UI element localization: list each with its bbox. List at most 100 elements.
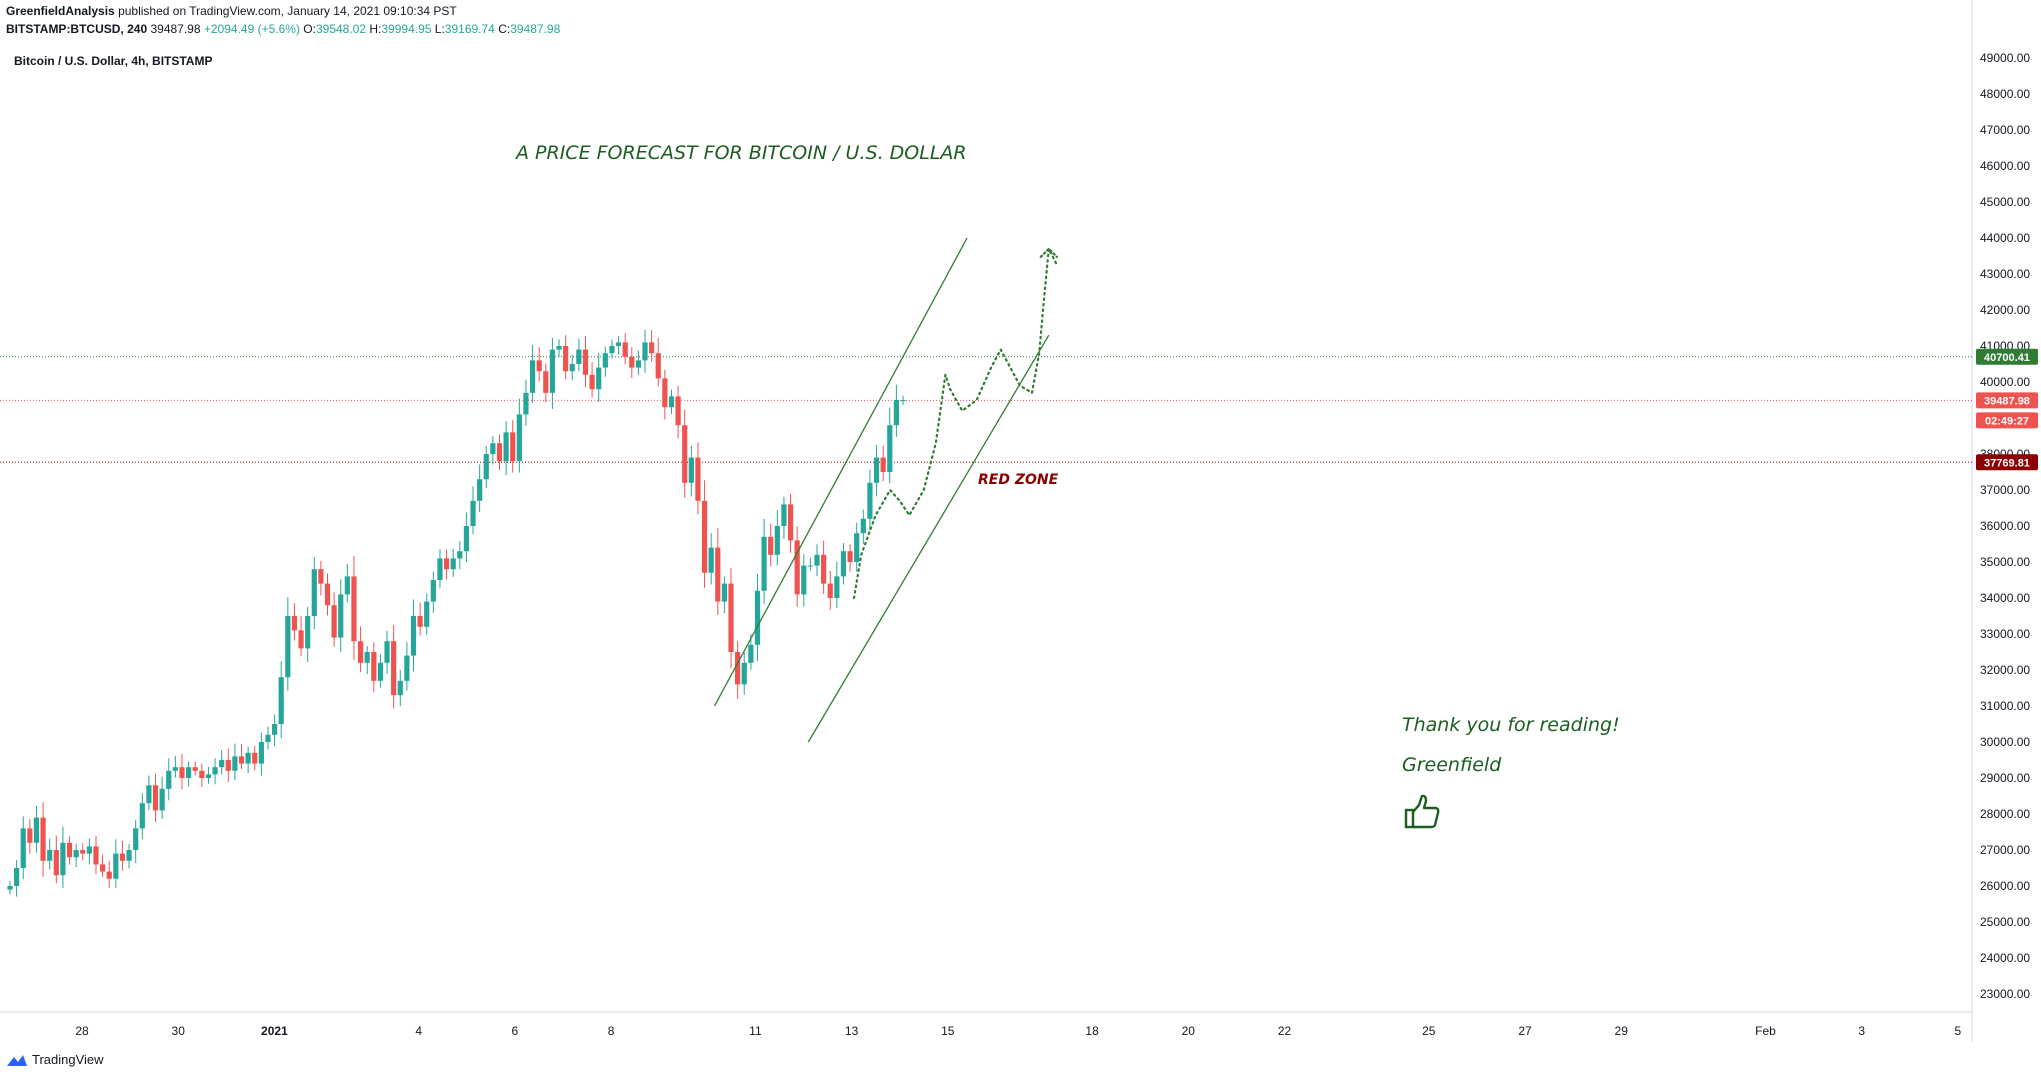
candle-body	[258, 742, 264, 764]
candle-body	[285, 616, 291, 678]
candle-body	[278, 677, 284, 724]
candle-body	[695, 457, 701, 501]
candle-body	[463, 526, 470, 552]
candle-body	[311, 569, 317, 616]
candle-body	[371, 652, 377, 681]
x-tick-label: 13	[845, 1024, 859, 1038]
tradingview-footer[interactable]: TradingView	[6, 1052, 104, 1067]
candle-body	[642, 342, 648, 361]
candle-body	[252, 752, 258, 764]
candle-body	[33, 817, 40, 843]
candle-body	[655, 353, 661, 379]
x-tick-label: 5	[1955, 1024, 1962, 1038]
candle-body	[675, 396, 681, 426]
candle-body	[126, 850, 132, 861]
candle-body	[821, 554, 827, 584]
candle-body	[715, 547, 721, 602]
candle-body	[635, 360, 642, 368]
candle-body	[662, 378, 668, 408]
candle-body	[113, 853, 119, 879]
candle-body	[212, 767, 218, 775]
candle-body	[596, 367, 602, 390]
candle-body	[615, 342, 622, 346]
y-tick-label: 34000.00	[1980, 591, 2030, 605]
candle-body	[245, 752, 251, 764]
y-tick-label: 30000.00	[1980, 735, 2030, 749]
candle-body	[787, 504, 794, 541]
y-tick-label: 42000.00	[1980, 303, 2030, 317]
candle-body	[146, 785, 152, 804]
thanks-note: Thank you for reading!	[1402, 714, 1620, 736]
last-price-tag-bg	[1976, 392, 2038, 409]
candle-body	[768, 536, 774, 555]
author-name[interactable]: GreenfieldAnalysis	[6, 4, 115, 18]
candle-body	[219, 760, 225, 768]
x-tick-label: 4	[415, 1024, 422, 1038]
y-tick-label: 40000.00	[1980, 375, 2030, 389]
candle-body	[523, 392, 529, 415]
ohlc-header: BITSTAMP:BTCUSD, 240 39487.98 +2094.49 (…	[6, 22, 560, 36]
candle-body	[271, 724, 278, 735]
candle-body	[338, 594, 344, 638]
candle-body	[351, 576, 357, 642]
x-tick-label: 29	[1615, 1024, 1629, 1038]
candle-body	[192, 767, 198, 771]
candle-body	[801, 565, 807, 595]
resistance-price-tag: 40700.41	[1984, 352, 2030, 364]
candle-body	[602, 353, 608, 368]
tradingview-brand: TradingView	[32, 1052, 104, 1067]
y-tick-label: 43000.00	[1980, 267, 2030, 281]
candle-body	[807, 565, 813, 567]
candle-body	[721, 583, 727, 602]
candle-body	[794, 540, 800, 595]
candle-body	[840, 551, 847, 577]
candle-body	[516, 414, 522, 462]
candle-body	[430, 580, 436, 602]
x-tick-label: 15	[941, 1024, 955, 1038]
candle-body	[873, 457, 880, 483]
publish-info: published on TradingView.com, January 14…	[118, 4, 457, 18]
candle-body	[86, 846, 92, 854]
publication-header: GreenfieldAnalysis published on TradingV…	[6, 4, 457, 18]
candle-body	[291, 616, 298, 631]
x-tick-label: 2021	[261, 1024, 288, 1038]
x-tick-label: Feb	[1755, 1024, 1776, 1038]
candle-body	[232, 756, 238, 771]
candle-body	[781, 504, 787, 526]
candle-body	[391, 641, 397, 696]
candle-body	[238, 756, 245, 764]
y-tick-label: 48000.00	[1980, 87, 2030, 101]
candle-body	[199, 770, 205, 778]
support-price-tag: 37769.81	[1984, 457, 2030, 469]
candle-body	[483, 454, 489, 480]
x-tick-label: 27	[1518, 1024, 1532, 1038]
candle-body	[510, 432, 516, 462]
resistance-price-tag-bg	[1976, 348, 2038, 365]
thumbs-up-icon	[1404, 794, 1440, 829]
low-label: L:	[434, 22, 445, 36]
candle-body	[470, 500, 476, 526]
close-value: 39487.98	[510, 22, 561, 36]
candle-body	[735, 652, 741, 685]
x-tick-label: 30	[172, 1024, 186, 1038]
y-tick-label: 49000.00	[1980, 51, 2030, 65]
red-zone-label: RED ZONE	[978, 472, 1059, 488]
candle-body	[179, 767, 185, 778]
countdown-tag-bg	[1976, 412, 2038, 429]
x-tick-label: 6	[512, 1024, 519, 1038]
candle-body	[443, 558, 450, 570]
candle-body	[344, 576, 350, 595]
candle-body	[47, 850, 53, 861]
candle-body	[556, 346, 562, 350]
candle-body	[265, 734, 271, 742]
candle-body	[900, 400, 906, 401]
candle-body	[225, 760, 231, 771]
candle-body	[668, 396, 675, 408]
candle-body	[66, 842, 73, 858]
candle-body	[457, 551, 463, 559]
candle-body	[93, 846, 99, 865]
candle-body	[589, 374, 595, 390]
candle-body	[166, 770, 172, 789]
candle-body	[827, 583, 833, 598]
